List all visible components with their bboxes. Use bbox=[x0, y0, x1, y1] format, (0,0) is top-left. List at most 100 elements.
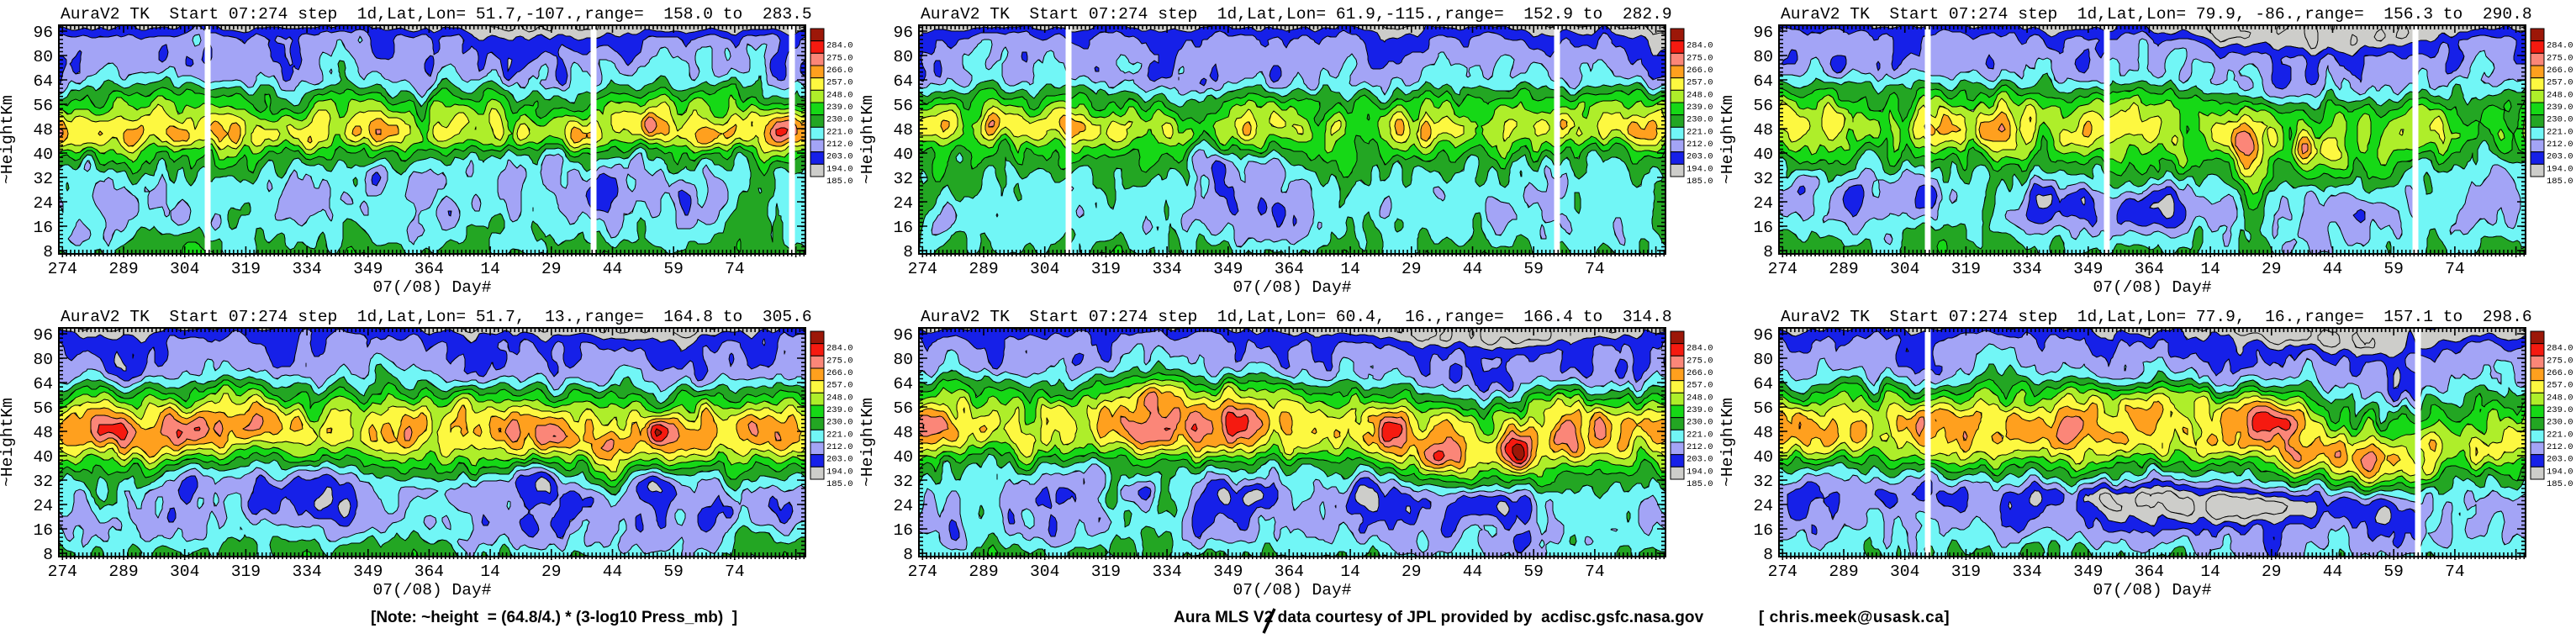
svg-text:96: 96 bbox=[893, 24, 913, 42]
svg-text:64: 64 bbox=[893, 375, 913, 393]
svg-text:230.0: 230.0 bbox=[826, 418, 853, 428]
svg-text:8: 8 bbox=[903, 546, 913, 564]
svg-text:56: 56 bbox=[893, 399, 913, 418]
svg-text:07(/08) Day#: 07(/08) Day# bbox=[372, 581, 491, 599]
svg-text:AuraV2 TK Start 07:274 step: AuraV2 TK Start 07:274 step 1d,Lat,Lon= … bbox=[921, 308, 1672, 326]
svg-text:274: 274 bbox=[908, 562, 937, 581]
svg-text:274: 274 bbox=[1768, 562, 1797, 581]
svg-text:289: 289 bbox=[969, 260, 998, 278]
svg-text:07(/08) Day#: 07(/08) Day# bbox=[1233, 581, 1351, 599]
svg-text:248.0: 248.0 bbox=[2547, 90, 2573, 100]
svg-text:64: 64 bbox=[1753, 375, 1773, 393]
svg-text:319: 319 bbox=[1951, 562, 1981, 581]
svg-text:304: 304 bbox=[1890, 562, 1919, 581]
svg-text:40: 40 bbox=[893, 448, 913, 467]
svg-text:364: 364 bbox=[2135, 260, 2164, 278]
svg-text:275.0: 275.0 bbox=[1687, 356, 1713, 366]
svg-text:221.0: 221.0 bbox=[826, 430, 853, 440]
svg-text:~HeightKm: ~HeightKm bbox=[0, 95, 17, 184]
svg-text:56: 56 bbox=[893, 97, 913, 115]
svg-text:44: 44 bbox=[1463, 562, 1483, 581]
svg-text:~HeightKm: ~HeightKm bbox=[860, 398, 877, 487]
svg-text:14: 14 bbox=[480, 260, 500, 278]
svg-text:59: 59 bbox=[2383, 562, 2404, 581]
svg-text:274: 274 bbox=[1768, 260, 1797, 278]
svg-text:239.0: 239.0 bbox=[2547, 103, 2573, 113]
svg-text:334: 334 bbox=[292, 260, 321, 278]
svg-text:194.0: 194.0 bbox=[826, 164, 853, 174]
svg-text:221.0: 221.0 bbox=[2547, 127, 2573, 137]
svg-text:248.0: 248.0 bbox=[826, 90, 853, 100]
svg-text:304: 304 bbox=[1030, 260, 1059, 278]
svg-text:304: 304 bbox=[1030, 562, 1059, 581]
svg-text:349: 349 bbox=[353, 260, 383, 278]
svg-text:212.0: 212.0 bbox=[1687, 442, 1713, 452]
svg-text:319: 319 bbox=[1091, 562, 1121, 581]
svg-text:266.0: 266.0 bbox=[2547, 368, 2573, 378]
svg-text:14: 14 bbox=[1340, 562, 1360, 581]
svg-text:257.0: 257.0 bbox=[2547, 78, 2573, 88]
svg-text:364: 364 bbox=[2135, 562, 2164, 581]
svg-text:40: 40 bbox=[33, 145, 53, 164]
svg-text:221.0: 221.0 bbox=[826, 127, 853, 137]
svg-text:274: 274 bbox=[908, 260, 937, 278]
svg-text:266.0: 266.0 bbox=[1687, 66, 1713, 76]
svg-text:29: 29 bbox=[1401, 562, 1422, 581]
svg-text:80: 80 bbox=[1753, 48, 1773, 66]
svg-text:289: 289 bbox=[1829, 562, 1858, 581]
svg-text:257.0: 257.0 bbox=[1687, 78, 1713, 88]
svg-text:274: 274 bbox=[48, 260, 77, 278]
svg-text:284.0: 284.0 bbox=[826, 344, 853, 354]
svg-text:230.0: 230.0 bbox=[1687, 418, 1713, 428]
svg-text:364: 364 bbox=[1275, 562, 1304, 581]
svg-text:284.0: 284.0 bbox=[826, 41, 853, 51]
svg-text:364: 364 bbox=[414, 260, 444, 278]
svg-text:80: 80 bbox=[33, 351, 53, 369]
svg-text:24: 24 bbox=[893, 497, 913, 515]
svg-text:248.0: 248.0 bbox=[1687, 393, 1713, 403]
svg-text:334: 334 bbox=[1152, 562, 1181, 581]
svg-text:266.0: 266.0 bbox=[826, 368, 853, 378]
svg-text:64: 64 bbox=[893, 72, 913, 91]
svg-text:230.0: 230.0 bbox=[826, 115, 853, 125]
svg-text:266.0: 266.0 bbox=[826, 66, 853, 76]
svg-text:74: 74 bbox=[2445, 562, 2465, 581]
svg-text:289: 289 bbox=[108, 260, 138, 278]
svg-text:319: 319 bbox=[231, 260, 261, 278]
svg-text:59: 59 bbox=[663, 260, 684, 278]
svg-text:~HeightKm: ~HeightKm bbox=[860, 95, 877, 184]
svg-text:203.0: 203.0 bbox=[1687, 152, 1713, 162]
svg-text:304: 304 bbox=[170, 562, 199, 581]
svg-text:194.0: 194.0 bbox=[2547, 467, 2573, 477]
svg-text:64: 64 bbox=[33, 375, 53, 393]
svg-text:74: 74 bbox=[2445, 260, 2465, 278]
svg-text:44: 44 bbox=[603, 260, 623, 278]
svg-text:334: 334 bbox=[1152, 260, 1181, 278]
svg-text:203.0: 203.0 bbox=[2547, 455, 2573, 465]
svg-text:334: 334 bbox=[2012, 562, 2041, 581]
svg-text:40: 40 bbox=[33, 448, 53, 467]
svg-text:80: 80 bbox=[1753, 351, 1773, 369]
svg-text:239.0: 239.0 bbox=[1687, 405, 1713, 415]
svg-text:16: 16 bbox=[893, 521, 913, 540]
svg-text:239.0: 239.0 bbox=[1687, 103, 1713, 113]
svg-text:248.0: 248.0 bbox=[2547, 393, 2573, 403]
svg-text:~HeightKm: ~HeightKm bbox=[1720, 95, 1737, 184]
svg-text:334: 334 bbox=[2012, 260, 2041, 278]
svg-text:AuraV2 TK Start 07:274 step: AuraV2 TK Start 07:274 step 1d,Lat,Lon= … bbox=[61, 5, 812, 24]
svg-text:14: 14 bbox=[2200, 562, 2220, 581]
svg-text:349: 349 bbox=[2073, 260, 2103, 278]
svg-text:289: 289 bbox=[969, 562, 998, 581]
svg-text:185.0: 185.0 bbox=[1687, 177, 1713, 187]
svg-text:364: 364 bbox=[1275, 260, 1304, 278]
svg-text:14: 14 bbox=[1340, 260, 1360, 278]
svg-text:185.0: 185.0 bbox=[2547, 479, 2573, 489]
svg-text:257.0: 257.0 bbox=[1687, 381, 1713, 391]
svg-text:8: 8 bbox=[903, 243, 913, 261]
svg-text:319: 319 bbox=[1091, 260, 1121, 278]
svg-text:29: 29 bbox=[541, 562, 562, 581]
svg-text:64: 64 bbox=[33, 72, 53, 91]
svg-text:74: 74 bbox=[725, 260, 745, 278]
svg-text:96: 96 bbox=[33, 326, 53, 345]
svg-text:32: 32 bbox=[1753, 473, 1773, 491]
